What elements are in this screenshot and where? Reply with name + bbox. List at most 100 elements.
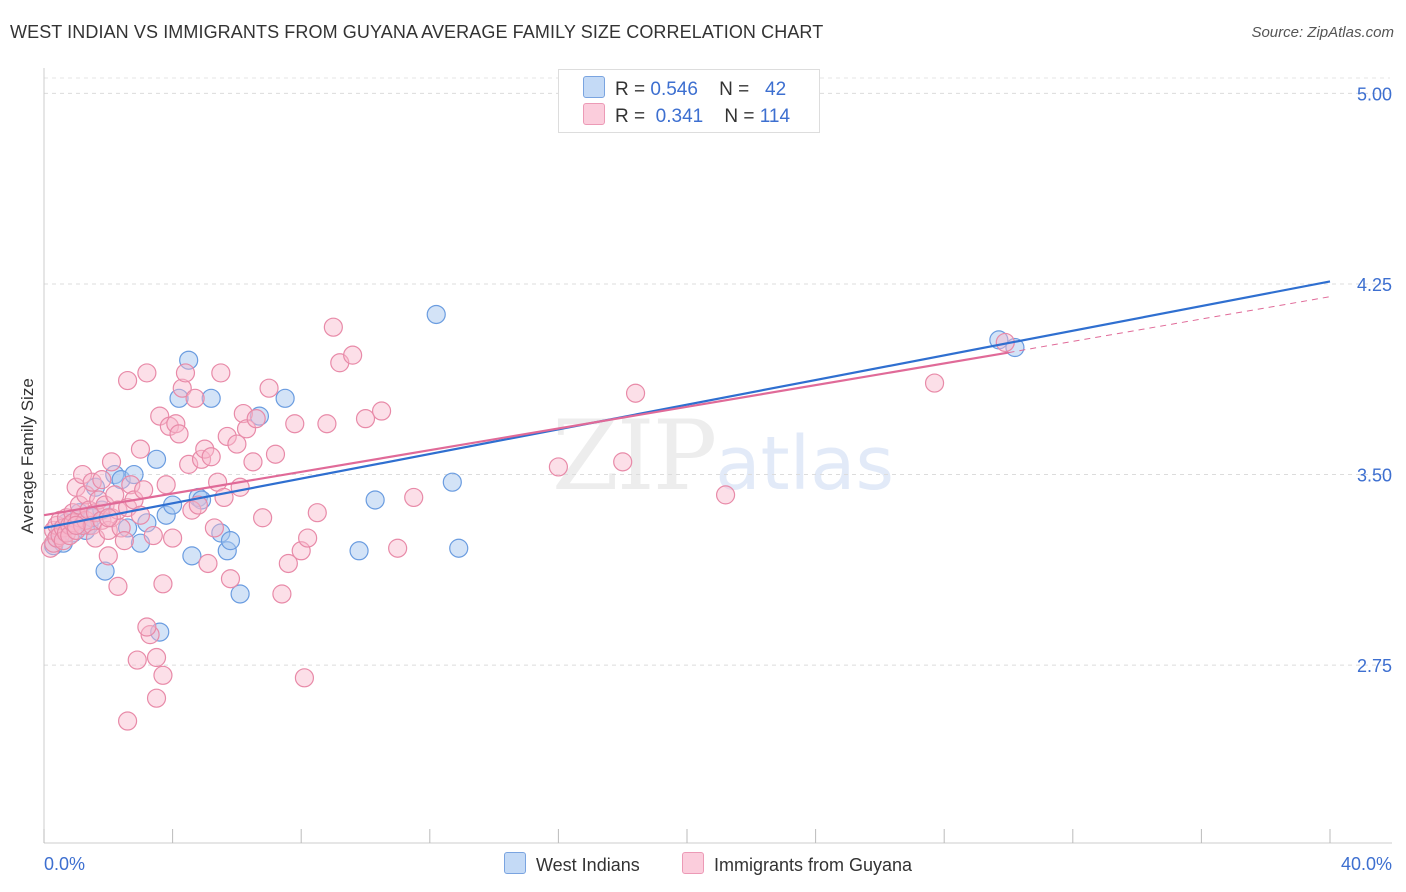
point-immigrants-from-guyana [715,485,736,505]
point-immigrants-from-guyana [278,553,298,574]
point-west-indians [249,406,270,426]
point-immigrants-from-guyana [108,576,128,596]
legend-row-immigrants-from-guyana: R = 0.341 N = 114 [583,103,790,128]
point-immigrants-from-guyana [175,363,196,383]
legend-r-value: 0.341 [655,106,704,127]
point-immigrants-from-guyana [211,363,231,383]
point-immigrants-from-guyana [233,403,253,424]
y-axis-label: Average Family Size [18,378,37,534]
point-west-indians [182,546,202,566]
x-tick-label-end: 40.0% [1341,854,1392,874]
point-west-indians [230,584,250,604]
point-immigrants-from-guyana [227,434,247,454]
point-immigrants-from-guyana [323,317,343,337]
y-tick-label: 3.50 [1357,466,1392,486]
point-immigrants-from-guyana [66,515,86,535]
watermark-zip: ZIP [552,400,717,512]
legend-n-value: 114 [759,106,791,127]
point-immigrants-from-guyana [217,426,237,447]
watermark: ZIPatlas [552,400,894,512]
point-immigrants-from-guyana [294,668,315,688]
point-immigrants-from-guyana [201,447,221,467]
point-immigrants-from-guyana [220,569,241,589]
point-west-indians [117,518,138,538]
legend-row-west-indians: R = 0.546 N = 42 [583,76,786,101]
point-immigrants-from-guyana [111,518,131,538]
point-immigrants-from-guyana [613,452,633,472]
point-immigrants-from-guyana [355,409,376,429]
legend-n-value: 42 [765,79,787,100]
point-immigrants-from-guyana [130,439,151,459]
legend-n-label: N = [724,106,755,127]
point-immigrants-from-guyana [388,538,408,558]
bottom-legend-label: West Indians [536,855,640,875]
legend-r-label: R = [615,79,646,100]
point-west-indians [275,388,295,408]
point-immigrants-from-guyana [625,383,646,403]
correlation-legend: R = 0.546 N = 42 R = 0.341 N = 114 [558,69,820,133]
legend-n-label: N = [719,79,750,100]
bottom-legend-guyana: Immigrants from Guyana [682,852,912,876]
point-immigrants-from-guyana [548,457,569,477]
point-immigrants-from-guyana [137,363,157,383]
point-immigrants-from-guyana [169,424,189,444]
point-immigrants-from-guyana [404,487,424,508]
watermark-atlas: atlas [715,421,895,507]
legend-r-label: R = [615,106,646,127]
point-immigrants-from-guyana [259,378,279,398]
point-immigrants-from-guyana [101,452,122,472]
point-immigrants-from-guyana [146,688,167,708]
point-immigrants-from-guyana [253,508,273,528]
point-immigrants-from-guyana [343,345,363,365]
point-immigrants-from-guyana [204,518,224,538]
point-immigrants-from-guyana [371,401,392,421]
y-tick-label: 4.25 [1357,275,1392,295]
point-west-indians [201,388,221,408]
point-immigrants-from-guyana [924,373,945,393]
chart-title: WEST INDIAN VS IMMIGRANTS FROM GUYANA AV… [10,22,824,42]
legend-r-value: 0.546 [650,79,698,100]
point-immigrants-from-guyana [92,470,112,490]
point-immigrants-from-guyana [127,650,147,670]
point-immigrants-from-guyana [236,419,257,439]
point-immigrants-from-guyana [179,454,199,474]
point-immigrants-from-guyana [72,464,93,485]
point-west-indians [85,477,106,497]
point-immigrants-from-guyana [195,439,215,459]
trend-lines [43,280,1331,529]
bottom-legend-swatch-guyana [682,852,704,874]
point-immigrants-from-guyana [143,525,163,546]
axes [43,68,1392,844]
point-immigrants-from-guyana [185,388,205,408]
bottom-legend-swatch-west-indians [504,852,526,874]
trend-extension-immigrants-from-guyana [1008,296,1331,354]
grid [44,77,1390,666]
point-immigrants-from-guyana [150,406,170,426]
point-immigrants-from-guyana [188,495,208,515]
y-tick-label: 2.75 [1357,656,1392,676]
point-west-indians [220,531,241,551]
point-west-indians [365,490,385,510]
point-immigrants-from-guyana [117,370,138,391]
point-immigrants-from-guyana [307,503,327,523]
axis-labels: 2.75 3.50 4.25 5.00 0.0% 40.0% Average Family … [18,84,1392,874]
point-immigrants-from-guyana [117,711,138,731]
point-immigrants-from-guyana [265,444,286,464]
point-west-indians [349,541,369,561]
point-immigrants-from-guyana [317,414,337,434]
source-credit: Source: ZipAtlas.com [1251,24,1394,41]
point-immigrants-from-guyana [243,452,263,472]
bottom-legend-west-indians: West Indians [504,852,640,876]
point-west-indians [179,350,199,370]
point-immigrants-from-guyana [137,617,157,637]
point-immigrants-from-guyana [114,531,134,551]
point-immigrants-from-guyana [134,480,154,500]
point-immigrants-from-guyana [163,528,183,548]
point-immigrants-from-guyana [272,584,292,604]
trend-immigrants-from-guyana [43,351,1009,517]
point-immigrants-from-guyana [146,647,167,668]
point-west-indians [426,304,446,325]
point-immigrants-from-guyana [198,553,218,574]
series-west-indians [44,304,1025,642]
y-tick-label: 5.00 [1357,84,1392,104]
